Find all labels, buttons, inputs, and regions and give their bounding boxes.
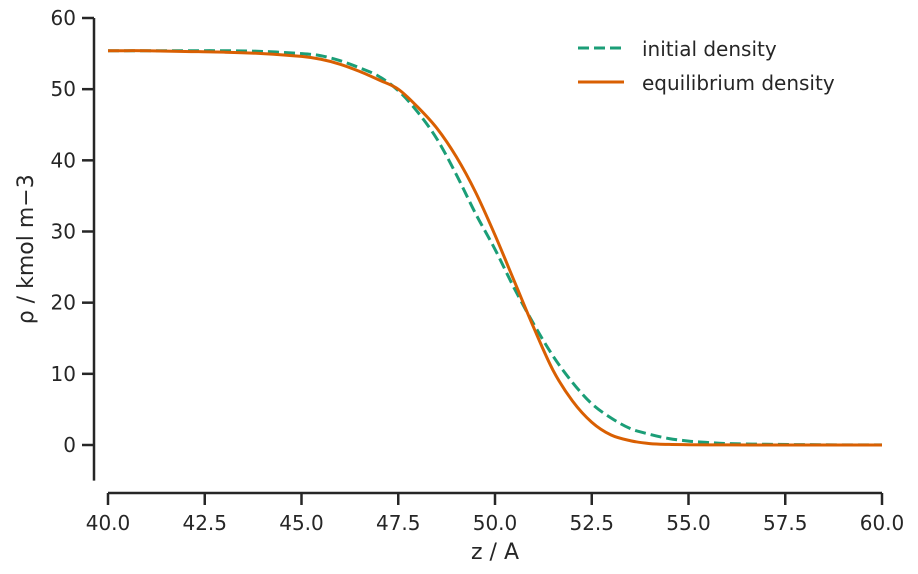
y-tick-label: 60 <box>51 6 76 30</box>
y-tick-label: 50 <box>51 77 76 101</box>
series-line-equilibrium-density <box>107 49 882 447</box>
x-tick-label: 55.0 <box>666 511 711 535</box>
x-tick-label: 40.0 <box>86 511 131 535</box>
y-axis-label: ρ / kmol m−3 <box>14 174 39 324</box>
y-tick-label: 10 <box>51 362 76 386</box>
axes: 0 10 20 30 40 50 60 40.0 42.5 45.0 47.5 50.0 52.5 55.… <box>51 6 905 535</box>
series-line-initial-density <box>108 49 883 447</box>
series-layer <box>107 49 883 447</box>
x-tick-label: 45.0 <box>279 511 324 535</box>
y-tick-label: 30 <box>51 220 76 244</box>
x-tick-label: 57.5 <box>763 511 808 535</box>
y-tick-label: 20 <box>51 291 76 315</box>
y-tick-label: 40 <box>51 148 76 172</box>
legend-label: equilibrium density <box>642 71 835 95</box>
legend-label: initial density <box>642 37 777 61</box>
x-tick-label: 42.5 <box>182 511 227 535</box>
x-tick-label: 60.0 <box>860 511 905 535</box>
x-axis-label: z / A <box>471 540 519 565</box>
y-tick-label: 0 <box>63 433 76 457</box>
legend: initial density equilibrium density <box>578 37 835 95</box>
x-tick-label: 50.0 <box>473 511 518 535</box>
x-tick-label: 52.5 <box>569 511 614 535</box>
x-tick-label: 47.5 <box>376 511 421 535</box>
